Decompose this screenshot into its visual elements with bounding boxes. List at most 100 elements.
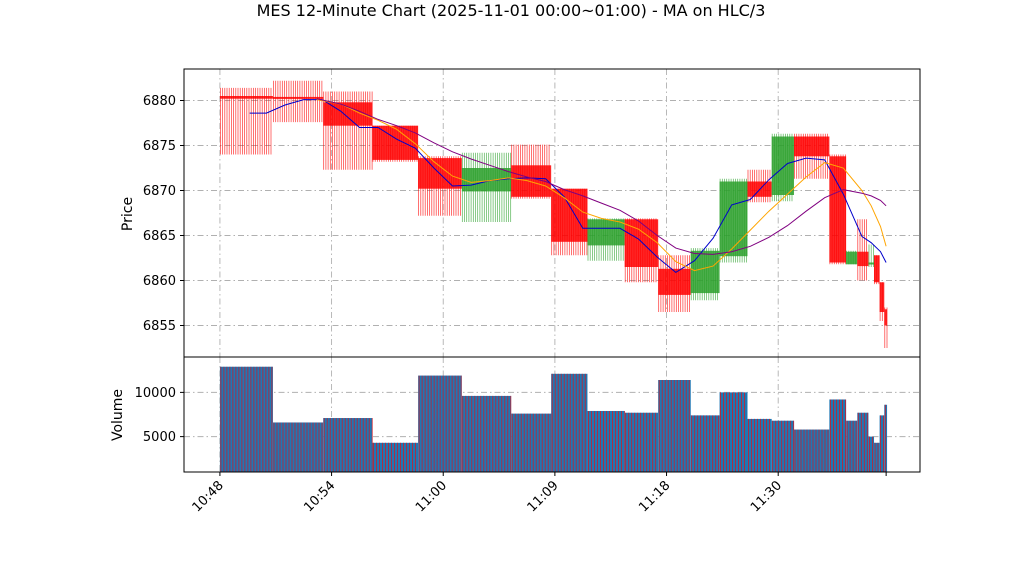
x-tick-label: 11:30 xyxy=(748,478,785,515)
volume-bar xyxy=(658,380,691,472)
candle-wicks xyxy=(220,87,272,155)
volume-bar xyxy=(884,404,888,472)
volume-bar xyxy=(690,415,720,472)
volume-bar-fill xyxy=(372,442,419,472)
volume-bar-stripes xyxy=(551,373,586,472)
volume-bar xyxy=(587,410,625,472)
candle-wicks xyxy=(658,255,690,312)
candle xyxy=(719,178,748,263)
volume-bar xyxy=(323,418,373,472)
candle-wicks xyxy=(868,244,874,267)
price-axis-label: Price xyxy=(120,197,136,231)
candle-body xyxy=(857,251,869,267)
volume-bar-fill xyxy=(868,436,875,472)
volume-bar-fill xyxy=(624,412,659,472)
volume-bar xyxy=(272,422,324,472)
volume-plot-frame xyxy=(183,356,921,473)
x-tick-label: 10:48 xyxy=(190,478,227,515)
volume-bar-stripes xyxy=(772,420,795,472)
candle-body xyxy=(219,96,273,99)
volume-bar-stripes xyxy=(874,442,879,472)
price-tick-label: 6875 xyxy=(143,139,176,154)
candle xyxy=(511,144,552,199)
candle-wicks xyxy=(884,307,888,348)
candle-body xyxy=(771,136,795,195)
volume-bar xyxy=(551,373,588,472)
candle-wicks xyxy=(372,125,418,162)
candle xyxy=(624,218,659,283)
volume-bar xyxy=(219,366,273,472)
volume-bar xyxy=(372,442,419,472)
volume-bar-stripes xyxy=(748,418,770,472)
candle-body xyxy=(879,282,885,312)
x-tick-label: 11:18 xyxy=(636,478,673,515)
volume-bar xyxy=(747,418,772,472)
x-tick-label: 10:54 xyxy=(301,478,338,515)
x-tick-label: 11:00 xyxy=(413,478,450,515)
volume-bar xyxy=(461,395,512,472)
volume-bar-stripes xyxy=(418,375,462,472)
volume-bar-stripes xyxy=(658,380,690,472)
candle-wicks xyxy=(587,218,624,261)
volume-bar-fill xyxy=(857,412,869,472)
price-tick-label: 6860 xyxy=(143,274,176,289)
volume-bar-stripes xyxy=(588,410,625,472)
price-tick-label: 6870 xyxy=(143,184,176,199)
candle-wicks xyxy=(794,133,828,179)
volume-bar-stripes xyxy=(869,436,873,472)
volume-bar-fill xyxy=(771,420,795,472)
volume-bar xyxy=(829,399,847,472)
candle-body xyxy=(884,309,888,326)
candle xyxy=(272,80,324,123)
candle-body xyxy=(794,136,830,157)
volume-bar-fill xyxy=(219,366,273,472)
volume-bar-stripes xyxy=(220,366,273,472)
volume-bar-fill xyxy=(879,415,885,472)
candle xyxy=(857,219,869,281)
volume-bar-stripes xyxy=(880,415,884,472)
volume-bar xyxy=(874,442,880,472)
volume-bar-fill xyxy=(794,429,830,472)
candle xyxy=(879,282,885,321)
candle xyxy=(846,250,858,265)
candle-wicks xyxy=(461,152,512,222)
volume-bar xyxy=(418,375,462,472)
volume-bar xyxy=(771,420,795,472)
candle-body xyxy=(829,156,847,263)
volume-bar xyxy=(511,413,552,472)
volume-bar-stripes xyxy=(323,418,373,472)
volume-bar-stripes xyxy=(462,395,512,472)
candle xyxy=(874,255,880,285)
volume-tick-label: 5000 xyxy=(143,430,176,445)
candle-wicks xyxy=(690,248,718,301)
candle xyxy=(771,133,795,202)
candle xyxy=(658,255,691,312)
volume-bar-fill xyxy=(846,420,858,472)
candle xyxy=(884,307,888,348)
volume-bars xyxy=(219,366,888,472)
volume-bar xyxy=(879,415,885,472)
candle-wicks xyxy=(273,80,323,123)
volume-bar-fill xyxy=(551,373,588,472)
chart-title: MES 12-Minute Chart (2025-11-01 00:00~01… xyxy=(257,1,766,20)
candle xyxy=(794,133,830,179)
candle xyxy=(587,218,625,261)
volume-tick-label: 10000 xyxy=(135,386,176,401)
candle-wicks xyxy=(719,178,747,263)
volume-bar xyxy=(624,412,659,472)
volume-bar xyxy=(857,412,869,472)
x-tick-label: 11:09 xyxy=(525,478,562,515)
price-tick-label: 6855 xyxy=(143,319,176,334)
volume-bar-fill xyxy=(690,415,720,472)
moving-average-line xyxy=(316,99,887,272)
candle-wicks xyxy=(829,154,846,265)
volume-bar-stripes xyxy=(720,392,745,472)
candle-body xyxy=(846,251,858,265)
volume-bar-stripes xyxy=(511,413,552,472)
volume-bar-fill xyxy=(719,392,748,472)
candle xyxy=(551,188,588,256)
candle-wicks xyxy=(511,144,550,199)
volume-bar-stripes xyxy=(846,420,857,472)
